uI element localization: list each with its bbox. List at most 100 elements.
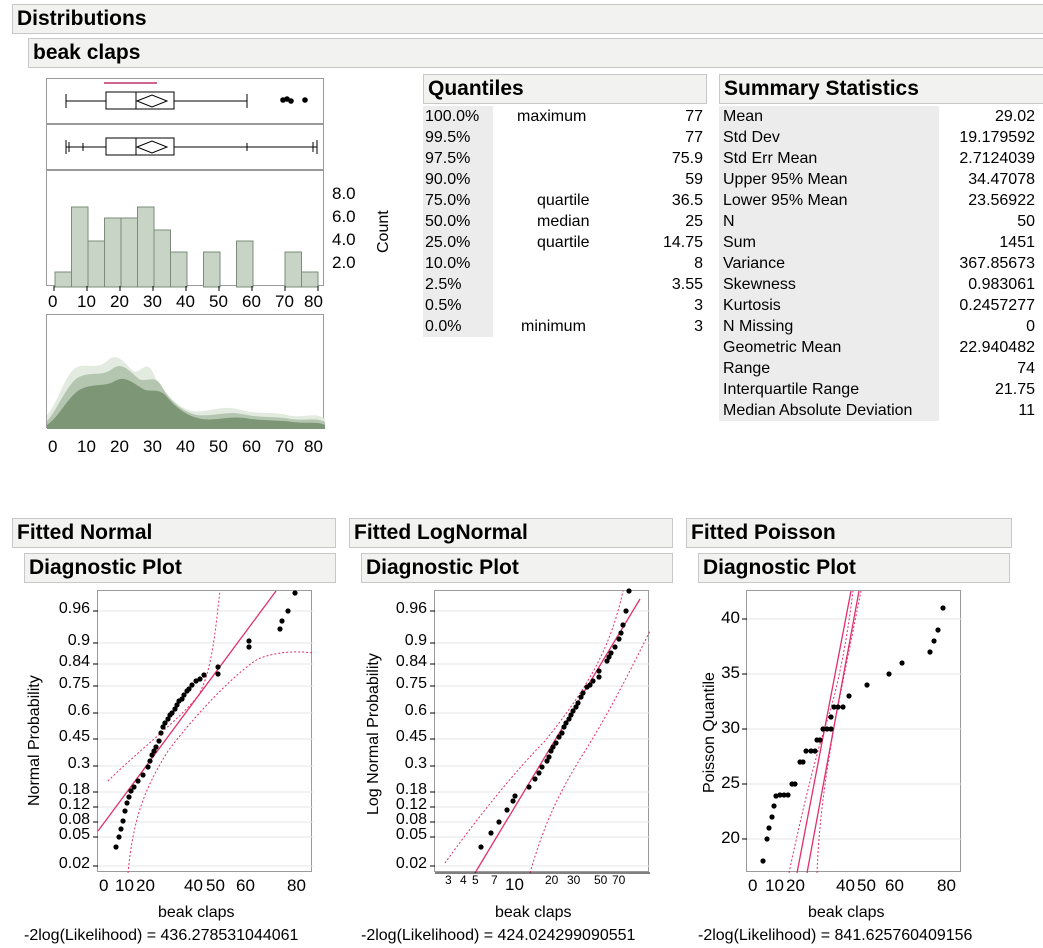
- lognormal-diagnostic-plot[interactable]: [430, 588, 651, 874]
- summary-label: Range: [719, 358, 939, 379]
- summary-row: Upper 95% Mean 34.47078: [719, 169, 1039, 190]
- poisson-tick: 30: [721, 718, 740, 737]
- summary-value: 11: [1018, 402, 1035, 419]
- quantile-row: 97.5% 75.9: [423, 148, 707, 169]
- quantile-value: 36.5: [671, 192, 703, 209]
- quantile-value: 75.9: [671, 150, 703, 167]
- summary-row: Skewness 0.983061: [719, 274, 1039, 295]
- lognormal-x-tick: 4: [460, 873, 467, 887]
- poisson-x-tick: 60: [885, 876, 904, 895]
- summary-value: 0.2457277: [959, 297, 1035, 314]
- summary-row: Lower 95% Mean 23.56922: [719, 190, 1039, 211]
- normal-x-tick: 50: [206, 876, 225, 895]
- quantile-value: 3: [694, 297, 703, 314]
- quantile-percent: 99.5%: [423, 127, 493, 148]
- normal-x-tick: 20: [136, 876, 155, 895]
- summary-value: 29.02: [994, 108, 1035, 125]
- quantile-value: 59: [685, 171, 703, 188]
- poisson-x-tick: 50: [857, 876, 876, 895]
- quantile-label: minimum: [521, 318, 586, 335]
- summary-row: Std Err Mean 2.7124039: [719, 148, 1039, 169]
- poisson-x-tick: 80: [937, 876, 956, 895]
- density-plot[interactable]: [46, 314, 325, 429]
- fitted-poisson-header[interactable]: Fitted Poisson: [686, 518, 1012, 548]
- quantile-row: 100.0% maximum 77: [423, 106, 707, 127]
- summary-row: Interquartile Range 21.75: [719, 379, 1039, 400]
- summary-value: 2.7124039: [959, 150, 1035, 167]
- lognormal-x-tick: 70: [612, 873, 626, 887]
- variable-header[interactable]: beak claps: [28, 38, 1043, 68]
- probability-tick: 0.3: [67, 755, 90, 772]
- quantile-percent: 90.0%: [423, 169, 493, 190]
- quantile-value: 25: [685, 213, 703, 230]
- poisson-y-label: Poisson Quantile: [701, 672, 718, 793]
- normal-diagnostic-plot[interactable]: [93, 590, 314, 874]
- fitted-lognormal-header[interactable]: Fitted LogNormal: [349, 518, 673, 548]
- probability-tick: 0.3: [404, 755, 427, 772]
- lognormal-x-tick: 30: [567, 873, 581, 887]
- summary-label: Variance: [719, 253, 939, 274]
- normal-x-tick: 60: [236, 876, 255, 895]
- poisson-diagnostic-title: Diagnostic Plot: [703, 556, 856, 579]
- summary-row: Mean 29.02: [719, 106, 1039, 127]
- lognormal-diagnostic-title: Diagnostic Plot: [366, 556, 519, 579]
- fitted-poisson-title: Fitted Poisson: [691, 521, 836, 544]
- summary-label: N: [719, 211, 939, 232]
- count-tick: 8.0: [332, 184, 356, 203]
- lognormal-x-tick: 3: [445, 873, 452, 887]
- summary-row: Variance 367.85673: [719, 253, 1039, 274]
- probability-tick: 0.12: [395, 796, 427, 813]
- poisson-diagnostic-header[interactable]: Diagnostic Plot: [698, 553, 1010, 583]
- probability-tick: 0.05: [395, 826, 427, 843]
- quantiles-header[interactable]: Quantiles: [423, 74, 707, 104]
- poisson-likelihood: -2log(Likelihood) = 841.625760409156: [698, 927, 973, 944]
- summary-header[interactable]: Summary Statistics: [719, 74, 1043, 104]
- probability-tick: 0.6: [67, 702, 90, 719]
- quantile-percent: 75.0%: [423, 190, 493, 211]
- normal-x-tick: 40: [184, 876, 203, 895]
- quantile-percent: 25.0%: [423, 232, 493, 253]
- summary-label: Interquartile Range: [719, 379, 939, 400]
- probability-tick: 0.12: [58, 796, 90, 813]
- probability-tick: 0.75: [58, 675, 90, 692]
- poisson-diagnostic-plot[interactable]: [742, 590, 962, 874]
- normal-diagnostic-header[interactable]: Diagnostic Plot: [24, 553, 336, 583]
- quantile-box-plot[interactable]: [46, 124, 324, 170]
- quantile-row: 99.5% 77: [423, 127, 707, 148]
- summary-label: Median Absolute Deviation: [719, 400, 939, 421]
- normal-x-label: beak claps: [158, 904, 235, 921]
- summary-row: Std Dev 19.179592: [719, 127, 1039, 148]
- probability-tick: 0.05: [58, 826, 90, 843]
- lognormal-diagnostic-header[interactable]: Diagnostic Plot: [361, 553, 673, 583]
- probability-tick: 0.96: [58, 600, 90, 617]
- quantile-row: 0.5% 3: [423, 295, 707, 316]
- count-axis-label: Count: [375, 210, 392, 253]
- quantile-percent: 0.5%: [423, 295, 493, 316]
- poisson-x-tick: 20: [786, 876, 805, 895]
- summary-label: Skewness: [719, 274, 939, 295]
- fitted-normal-header[interactable]: Fitted Normal: [12, 518, 336, 548]
- quantile-row: 10.0% 8: [423, 253, 707, 274]
- probability-tick: 0.9: [67, 632, 90, 649]
- histogram-plot[interactable]: [46, 170, 324, 288]
- summary-value: 22.940482: [959, 339, 1035, 356]
- normal-x-tick: 80: [287, 876, 306, 895]
- summary-value: 21.75: [994, 381, 1035, 398]
- probability-tick: 0.84: [395, 653, 427, 670]
- summary-value: 367.85673: [959, 255, 1035, 272]
- poisson-tick: 40: [721, 608, 740, 627]
- quantile-row: 2.5% 3.55: [423, 274, 707, 295]
- probability-tick: 0.08: [58, 811, 90, 828]
- probability-tick: 0.96: [395, 600, 427, 617]
- poisson-tick: 20: [721, 828, 740, 847]
- summary-row: N Missing 0: [719, 316, 1039, 337]
- summary-row: Sum 1451: [719, 232, 1039, 253]
- outlier-box-plot[interactable]: [46, 78, 324, 124]
- normal-y-label: Normal Probability: [26, 675, 43, 806]
- summary-value: 0.983061: [968, 276, 1035, 293]
- summary-label: Std Err Mean: [719, 148, 939, 169]
- distributions-header[interactable]: Distributions: [12, 4, 1043, 34]
- summary-label: Kurtosis: [719, 295, 939, 316]
- fitted-normal-title: Fitted Normal: [17, 521, 153, 544]
- quantile-percent: 50.0%: [423, 211, 493, 232]
